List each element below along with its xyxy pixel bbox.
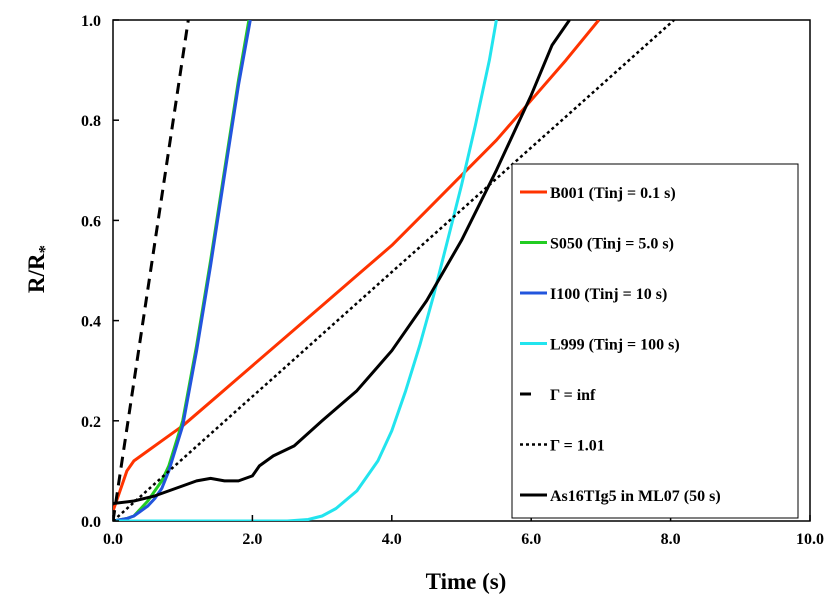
plot-frame [112,19,811,522]
legend-label: Γ = inf [550,387,596,404]
y-axis-title-subscript: * [35,245,54,254]
legend-label: L999 (Tinj = 100 s) [550,337,680,354]
series-line-inf [113,20,190,521]
series-line-b001-tinj-0-1-s [113,20,600,512]
series-line-l999-tinj-100-s [113,20,498,521]
legend-item-l999-tinj-100-s: L999 (Tinj = 100 s) [520,337,680,354]
y-axis-title-main: R/R [24,253,49,293]
legend-item-inf: Γ = inf [520,387,596,404]
legend-box [511,163,799,519]
legend-item-b001-tinj-0-1-s: B001 (Tinj = 0.1 s) [520,185,676,202]
legend-item-s050-tinj-5-0-s: S050 (Tinj = 5.0 s) [520,236,674,253]
x-axis-title: Time (s) [426,569,507,594]
y-tick-label: 1.0 [81,13,101,30]
y-tick-label: 0.4 [81,314,101,331]
x-tick-label: 8.0 [661,531,681,548]
legend-items: B001 (Tinj = 0.1 s) S050 (Tinj = 5.0 s) I1… [520,185,721,505]
x-tick-label: 10.0 [796,531,824,548]
x-tick-label: 6.0 [521,531,541,548]
series-line-s050-tinj-5-0-s [113,20,251,521]
x-axis: 0.0 2.0 4.0 6.0 8.0 10.0 [103,515,824,548]
legend-label: I100 (Tinj = 10 s) [550,286,667,303]
legend-item-as16tig5-in-ml07-50-s: As16TIg5 in ML07 (50 s) [520,488,721,505]
legend: B001 (Tinj = 0.1 s) S050 (Tinj = 5.0 s) I1… [511,163,799,519]
x-tick-label: 2.0 [242,531,262,548]
y-tick-label: 0.6 [81,213,101,230]
legend-label: S050 (Tinj = 5.0 s) [550,236,674,253]
legend-item-1-01: Γ = 1.01 [520,438,605,455]
series-line-as16tig5-in-ml07-50-s [113,20,571,505]
series-layer [113,20,675,521]
y-tick-label: 0.2 [81,414,101,431]
legend-label: B001 (Tinj = 0.1 s) [550,185,676,202]
y-axis-title: R/R* [24,245,54,293]
y-tick-label: 0.8 [81,113,101,130]
legend-label: As16TIg5 in ML07 (50 s) [550,488,721,505]
x-tick-label: 4.0 [382,531,402,548]
series-line-i100-tinj-10-s [113,20,252,521]
x-tick-label: 0.0 [103,531,123,548]
series-line-1-01 [113,20,675,521]
y-axis: 0.0 0.2 0.4 0.6 0.8 1.0 [81,13,119,531]
plot-area [112,19,811,522]
legend-item-i100-tinj-10-s: I100 (Tinj = 10 s) [520,286,667,303]
legend-label: Γ = 1.01 [550,438,605,455]
y-tick-label: 0.0 [81,514,101,531]
